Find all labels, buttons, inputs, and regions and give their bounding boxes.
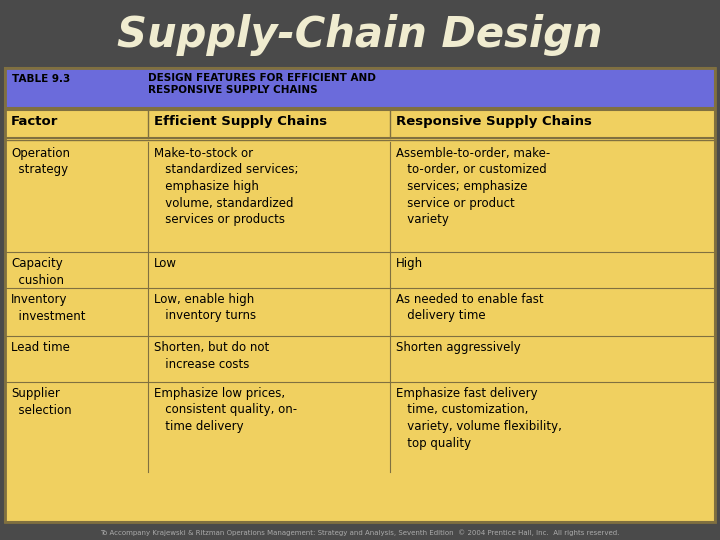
Text: As needed to enable fast
   delivery time: As needed to enable fast delivery time (396, 293, 544, 322)
Text: High: High (396, 257, 423, 270)
Text: DESIGN FEATURES FOR EFFICIENT AND
RESPONSIVE SUPPLY CHAINS: DESIGN FEATURES FOR EFFICIENT AND RESPON… (148, 73, 376, 94)
Text: Assemble-to-order, make-
   to-order, or customized
   services; emphasize
   se: Assemble-to-order, make- to-order, or cu… (396, 147, 550, 226)
Text: Operation
  strategy: Operation strategy (11, 147, 70, 177)
FancyBboxPatch shape (5, 68, 715, 108)
Text: Emphasize low prices,
   consistent quality, on-
   time delivery: Emphasize low prices, consistent quality… (154, 387, 297, 433)
Text: To Accompany Krajewski & Ritzman Operations Management: Strategy and Analysis, S: To Accompany Krajewski & Ritzman Operati… (100, 530, 620, 536)
Text: Emphasize fast delivery
   time, customization,
   variety, volume flexibility,
: Emphasize fast delivery time, customizat… (396, 387, 562, 449)
Text: Make-to-stock or
   standardized services;
   emphasize high
   volume, standard: Make-to-stock or standardized services; … (154, 147, 299, 226)
Text: TABLE 9.3: TABLE 9.3 (12, 74, 71, 84)
Text: Shorten aggressively: Shorten aggressively (396, 341, 521, 354)
Text: Lead time: Lead time (11, 341, 70, 354)
Text: Shorten, but do not
   increase costs: Shorten, but do not increase costs (154, 341, 269, 370)
FancyBboxPatch shape (5, 110, 715, 522)
Text: Low: Low (154, 257, 177, 270)
Text: Efficient Supply Chains: Efficient Supply Chains (154, 115, 327, 128)
Text: Factor: Factor (11, 115, 58, 128)
Text: Supplier
  selection: Supplier selection (11, 387, 71, 416)
Text: Responsive Supply Chains: Responsive Supply Chains (396, 115, 592, 128)
Text: Supply-Chain Design: Supply-Chain Design (117, 14, 603, 56)
Text: Low, enable high
   inventory turns: Low, enable high inventory turns (154, 293, 256, 322)
Text: Capacity
  cushion: Capacity cushion (11, 257, 64, 287)
Text: Inventory
  investment: Inventory investment (11, 293, 86, 322)
